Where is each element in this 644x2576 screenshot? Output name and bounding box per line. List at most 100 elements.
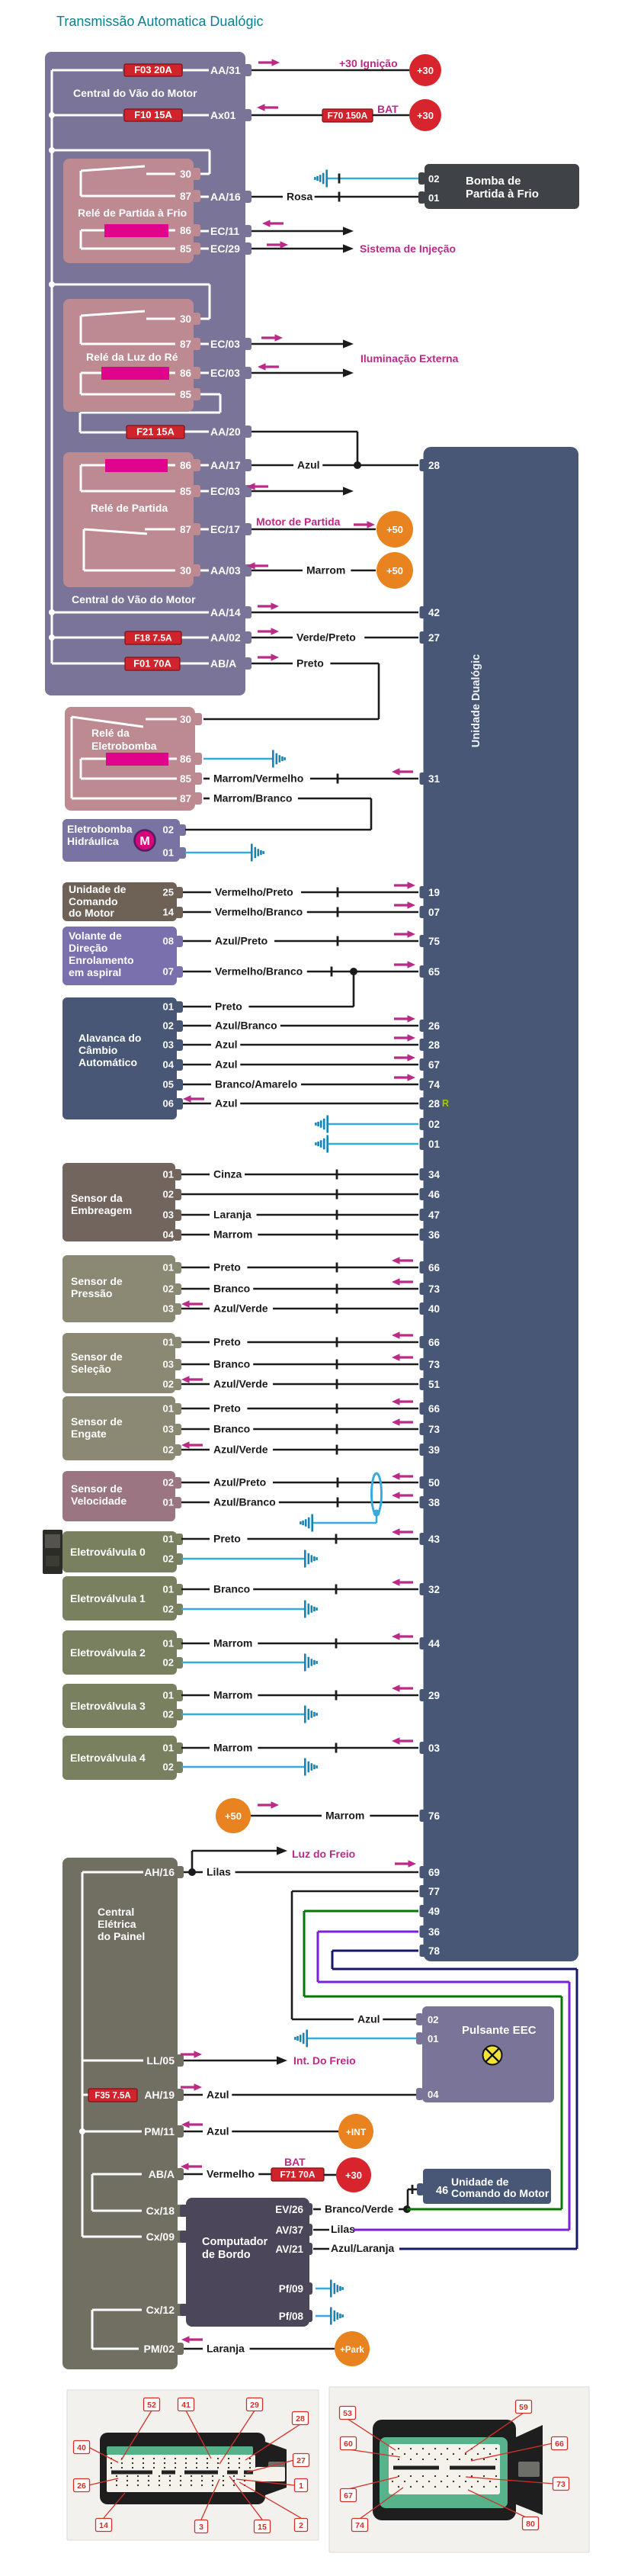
svg-text:F18 7.5A: F18 7.5A: [134, 633, 172, 644]
svg-text:Azul: Azul: [207, 2125, 229, 2138]
svg-text:32: 32: [428, 1584, 440, 1595]
svg-text:03: 03: [163, 1303, 174, 1315]
svg-text:07: 07: [163, 966, 174, 978]
svg-text:46: 46: [436, 2185, 448, 2197]
svg-text:65: 65: [428, 966, 441, 978]
svg-text:02: 02: [428, 1119, 440, 1130]
svg-text:40: 40: [77, 2443, 86, 2452]
svg-text:Pf/08: Pf/08: [279, 2311, 304, 2322]
svg-text:Transmissão Automatica Dualógi: Transmissão Automatica Dualógic: [56, 14, 263, 29]
svg-text:AA/14: AA/14: [210, 606, 241, 618]
svg-text:Branco: Branco: [213, 1283, 250, 1295]
svg-text:38: 38: [428, 1497, 441, 1508]
svg-text:Ax01: Ax01: [210, 109, 236, 121]
svg-text:Eletrobomba: Eletrobomba: [67, 823, 133, 835]
svg-text:02: 02: [163, 1604, 174, 1615]
svg-text:AB/A: AB/A: [149, 2168, 175, 2180]
svg-text:+50: +50: [386, 565, 403, 577]
svg-text:F71 70A: F71 70A: [280, 2170, 315, 2180]
svg-text:02: 02: [163, 1283, 174, 1295]
svg-text:04: 04: [163, 1059, 175, 1071]
svg-text:26: 26: [77, 2481, 86, 2491]
svg-text:73: 73: [428, 1283, 441, 1295]
svg-text:AA/31: AA/31: [210, 64, 241, 76]
svg-text:14: 14: [163, 907, 175, 918]
svg-text:67: 67: [344, 2491, 353, 2501]
svg-text:15: 15: [258, 2523, 267, 2532]
svg-text:03: 03: [163, 1424, 174, 1435]
svg-text:F35 7.5A: F35 7.5A: [95, 2092, 130, 2101]
svg-text:46: 46: [428, 1189, 441, 1200]
svg-text:01: 01: [163, 1403, 174, 1415]
svg-text:Sensor de: Sensor de: [71, 1482, 123, 1495]
svg-text:Vermelho/Branco: Vermelho/Branco: [215, 906, 303, 918]
svg-text:Branco: Branco: [213, 1423, 250, 1435]
svg-text:69: 69: [428, 1867, 440, 1878]
svg-text:66: 66: [428, 1337, 441, 1348]
svg-text:Eletroválvula 1: Eletroválvula 1: [70, 1592, 146, 1604]
svg-text:01: 01: [163, 1169, 174, 1180]
svg-text:Alavanca do: Alavanca do: [78, 1032, 141, 1044]
svg-text:Eletroválvula 2: Eletroválvula 2: [70, 1646, 146, 1659]
svg-text:Azul: Azul: [215, 1039, 238, 1051]
svg-text:AB/A: AB/A: [210, 657, 236, 670]
svg-text:01: 01: [428, 1139, 441, 1150]
svg-text:1: 1: [299, 2481, 303, 2491]
svg-text:Preto: Preto: [213, 1533, 241, 1545]
svg-text:AA/03: AA/03: [210, 564, 241, 577]
svg-text:Azul: Azul: [297, 459, 320, 471]
svg-text:Motor de Partida: Motor de Partida: [256, 516, 341, 528]
svg-text:01: 01: [428, 192, 439, 204]
svg-text:29: 29: [428, 1690, 440, 1701]
svg-text:Azul/Branco: Azul/Branco: [213, 1496, 276, 1508]
svg-text:03: 03: [163, 1209, 174, 1221]
svg-text:76: 76: [428, 1810, 441, 1822]
svg-text:87: 87: [180, 793, 191, 805]
svg-text:Direção: Direção: [69, 942, 107, 954]
svg-text:Branco/Amarelo: Branco/Amarelo: [215, 1078, 297, 1090]
svg-text:Eletroválvula 0: Eletroválvula 0: [70, 1546, 146, 1558]
svg-text:Automático: Automático: [78, 1056, 137, 1068]
svg-text:Azul/Verde: Azul/Verde: [213, 1302, 268, 1315]
svg-text:Azul: Azul: [207, 2089, 229, 2101]
svg-text:Verde/Preto: Verde/Preto: [296, 631, 356, 644]
svg-text:Cinza: Cinza: [213, 1168, 242, 1180]
svg-text:Vermelho: Vermelho: [207, 2168, 255, 2180]
svg-text:Relé da Luz do Ré: Relé da Luz do Ré: [86, 351, 178, 363]
svg-text:30: 30: [180, 565, 191, 577]
svg-text:30: 30: [180, 169, 191, 180]
svg-text:49: 49: [428, 1906, 440, 1917]
svg-text:74: 74: [428, 1079, 441, 1090]
svg-text:Hidráulica: Hidráulica: [67, 835, 119, 847]
svg-text:04: 04: [163, 1229, 175, 1241]
svg-text:Unidade Dualógic: Unidade Dualógic: [470, 654, 482, 747]
svg-text:02: 02: [163, 1553, 174, 1565]
svg-text:Luz do Freio: Luz do Freio: [292, 1848, 355, 1860]
svg-text:Engate: Engate: [71, 1428, 107, 1440]
svg-text:Central do Vão do Motor: Central do Vão do Motor: [72, 593, 196, 605]
svg-text:06: 06: [163, 1098, 174, 1110]
svg-text:86: 86: [180, 460, 192, 471]
svg-text:87: 87: [180, 339, 191, 350]
svg-text:01: 01: [163, 1742, 174, 1754]
svg-text:02: 02: [163, 1709, 174, 1720]
svg-text:Preto: Preto: [215, 1001, 242, 1013]
svg-text:02: 02: [163, 1189, 174, 1200]
svg-text:Azul/Laranja: Azul/Laranja: [331, 2242, 394, 2254]
svg-text:Cx/09: Cx/09: [146, 2231, 175, 2243]
svg-text:28: 28: [428, 460, 441, 471]
svg-text:44: 44: [428, 1638, 441, 1649]
svg-text:EC/29: EC/29: [210, 243, 240, 255]
svg-text:+Park: +Park: [340, 2346, 364, 2355]
svg-text:73: 73: [556, 2480, 566, 2489]
svg-text:2: 2: [299, 2521, 303, 2530]
svg-text:86: 86: [180, 753, 192, 765]
svg-text:Unidade de: Unidade de: [451, 2176, 509, 2188]
svg-text:Azul/Preto: Azul/Preto: [213, 1476, 266, 1489]
svg-text:80: 80: [526, 2520, 535, 2529]
svg-text:03: 03: [163, 1359, 174, 1370]
svg-text:PM/11: PM/11: [144, 2125, 175, 2138]
svg-text:+INT: +INT: [346, 2127, 367, 2138]
svg-text:01: 01: [163, 1262, 174, 1274]
svg-text:Câmbio: Câmbio: [78, 1044, 117, 1056]
